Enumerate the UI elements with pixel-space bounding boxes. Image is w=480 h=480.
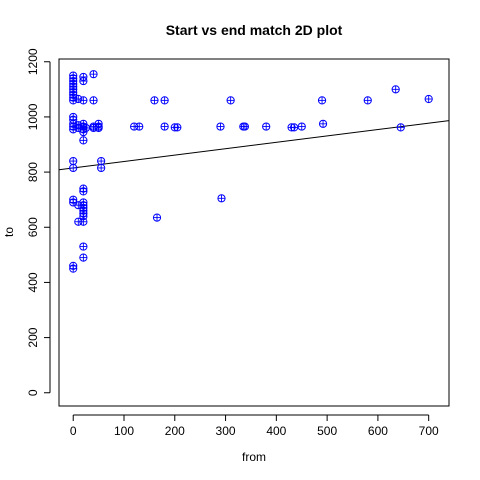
data-point	[69, 96, 78, 105]
data-point	[226, 96, 235, 105]
data-point	[89, 96, 98, 105]
data-point	[74, 123, 83, 133]
data-point	[81, 123, 91, 133]
x-tick-label: 100	[114, 424, 134, 438]
data-point	[74, 94, 83, 104]
data-point	[317, 96, 327, 105]
data-point	[94, 123, 103, 133]
data-point	[391, 85, 400, 94]
data-point	[79, 76, 88, 86]
x-axis-label: from	[242, 450, 266, 464]
data-point	[97, 163, 106, 173]
data-point	[69, 264, 78, 273]
x-tick-label: 700	[419, 424, 439, 438]
data-point	[160, 122, 169, 131]
data-point	[69, 156, 78, 166]
data-point	[79, 217, 88, 226]
chart-title: Start vs end match 2D plot	[166, 22, 343, 38]
x-tick-label: 0	[70, 424, 77, 438]
y-tick-label: 400	[26, 272, 40, 292]
y-tick-label: 200	[26, 327, 40, 347]
x-tick-label: 400	[266, 424, 286, 438]
data-point	[363, 96, 372, 105]
data-point	[79, 127, 88, 137]
y-axis: 0 200 400 600 800 1000 1200	[26, 48, 51, 396]
data-point	[79, 136, 88, 145]
data-point	[262, 122, 271, 131]
x-tick-label: 600	[368, 424, 388, 438]
data-point	[150, 96, 159, 105]
data-point	[424, 94, 433, 104]
y-tick-label: 600	[26, 217, 40, 237]
x-tick-label: 500	[317, 424, 337, 438]
data-point	[69, 125, 78, 134]
data-point	[216, 122, 225, 131]
x-tick-label: 300	[216, 424, 236, 438]
y-tick-label: 0	[26, 389, 40, 396]
data-point	[97, 156, 106, 166]
y-tick-label: 1000	[26, 103, 40, 130]
data-point	[297, 122, 306, 131]
y-tick-label: 800	[26, 162, 40, 182]
data-point	[79, 242, 88, 251]
data-point	[217, 194, 226, 203]
data-point	[160, 96, 169, 105]
data-point	[173, 123, 182, 132]
data-point	[89, 70, 98, 79]
data-point	[135, 122, 144, 131]
plot-area	[58, 70, 450, 273]
data-point	[79, 187, 88, 196]
data-point	[290, 123, 299, 132]
y-tick-label: 1200	[26, 48, 40, 75]
plot-frame	[58, 58, 450, 407]
data-point	[79, 253, 88, 262]
data-point	[69, 198, 78, 207]
x-tick-label: 200	[165, 424, 185, 438]
data-point	[396, 123, 405, 132]
data-point	[152, 213, 162, 222]
regression-line	[58, 120, 450, 171]
data-point	[318, 119, 328, 128]
y-axis-label: to	[2, 227, 16, 237]
data-point	[240, 122, 249, 131]
x-axis: 0 100 200 300 400 500 600 700	[70, 414, 439, 438]
data-point	[69, 163, 78, 173]
data-point	[79, 96, 88, 105]
